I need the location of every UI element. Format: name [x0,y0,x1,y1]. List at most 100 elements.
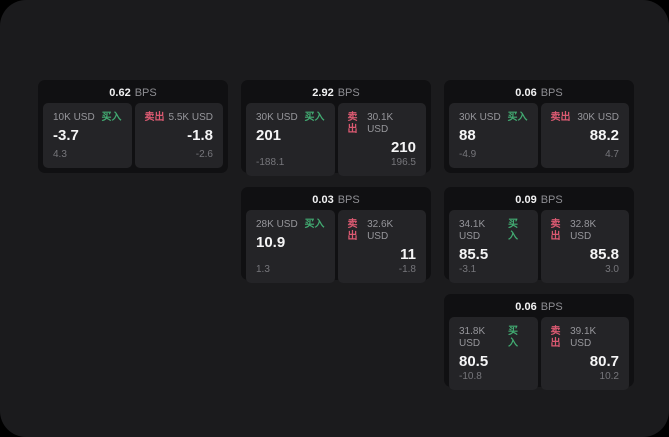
sell-quote-tile[interactable]: 卖出 39.1K USD 80.7 10.2 [540,317,629,390]
buy-delta-value: -188.1 [256,157,285,168]
sell-price-value: 11 [400,246,416,263]
buy-tile-top-row: 31.8K USD 买入 [459,326,528,350]
card-bps-header: 0.62 BPS [43,85,223,101]
bps-unit-label: BPS [134,87,157,99]
buy-delta-value: -10.8 [459,371,482,382]
sell-tile-top-row: 卖出 39.1K USD [551,326,620,350]
quote-panels: 10K USD 买入 -3.7 4.3 卖出 5.5K USD -1.8 -2.… [43,103,223,168]
buy-amount-label: 10K USD [53,112,95,123]
sell-quote-tile[interactable]: 卖出 32.8K USD 85.8 3.0 [540,210,629,283]
buy-price-value: 201 [256,127,282,144]
card-bps-header: 0.06 BPS [449,299,629,315]
bps-unit-label: BPS [337,87,360,99]
quote-panels: 31.8K USD 买入 80.5 -10.8 卖出 39.1K USD 80.… [449,317,629,390]
quote-card: 2.92 BPS 30K USD 买入 201 -188.1 卖出 30.1K … [241,80,431,176]
buy-price-value: 88 [459,127,476,144]
sell-tile-top-row: 卖出 30.1K USD [348,112,417,136]
buy-delta-value: 1.3 [256,264,270,275]
quote-panels: 30K USD 买入 88 -4.9 卖出 30K USD 88.2 4.7 [449,103,629,168]
quote-panels: 30K USD 买入 201 -188.1 卖出 30.1K USD 210 1… [246,103,426,176]
sell-price-value: 210 [390,139,416,156]
sell-price-value: -1.8 [187,127,213,144]
card-bps-header: 0.06 BPS [449,85,629,101]
quote-card-grid: 0.62 BPS 10K USD 买入 -3.7 4.3 卖出 5.5K USD… [38,80,634,390]
buy-side-label: 买入 [304,219,325,230]
bps-value: 0.06 [515,301,537,313]
buy-side-label: 买入 [507,326,518,349]
bps-value: 0.06 [515,87,537,99]
sell-price-value: 80.7 [589,353,619,370]
sell-amount-label: 30.1K USD [367,112,394,135]
buy-quote-tile[interactable]: 10K USD 买入 -3.7 4.3 [43,103,132,168]
sell-delta-value: 4.7 [605,149,619,160]
buy-quote-tile[interactable]: 30K USD 买入 88 -4.9 [449,103,538,168]
sell-delta-value: 196.5 [390,157,416,168]
sell-price-value: 85.8 [589,246,619,263]
sell-side-label: 卖出 [550,326,561,349]
sell-amount-label: 39.1K USD [570,326,597,349]
sell-quote-tile[interactable]: 卖出 30K USD 88.2 4.7 [540,103,629,168]
buy-quote-tile[interactable]: 34.1K USD 买入 85.5 -3.1 [449,210,538,283]
sell-quote-tile[interactable]: 卖出 30.1K USD 210 196.5 [337,103,426,176]
bps-value: 0.03 [312,194,334,206]
bps-value: 0.62 [109,87,131,99]
quote-panels: 34.1K USD 买入 85.5 -3.1 卖出 32.8K USD 85.8… [449,210,629,283]
buy-tile-top-row: 30K USD 买入 [256,112,325,124]
sell-amount-label: 32.6K USD [367,219,394,242]
quote-card: 0.03 BPS 28K USD 买入 10.9 1.3 卖出 32.6K US… [241,187,431,283]
buy-side-label: 买入 [507,219,518,242]
sell-side-label: 卖出 [550,112,571,123]
buy-side-label: 买入 [507,112,528,123]
bps-unit-label: BPS [540,301,563,313]
buy-delta-value: 4.3 [53,149,67,160]
buy-amount-label: 34.1K USD [459,219,486,242]
quote-panels: 28K USD 买入 10.9 1.3 卖出 32.6K USD 11 -1.8 [246,210,426,283]
bps-value: 2.92 [312,87,334,99]
card-bps-header: 0.09 BPS [449,192,629,208]
sell-side-label: 卖出 [144,112,165,123]
sell-quote-tile[interactable]: 卖出 5.5K USD -1.8 -2.6 [134,103,223,168]
card-bps-header: 0.03 BPS [246,192,426,208]
buy-tile-top-row: 30K USD 买入 [459,112,528,124]
sell-amount-label: 5.5K USD [168,112,213,123]
sell-quote-tile[interactable]: 卖出 32.6K USD 11 -1.8 [337,210,426,283]
bps-unit-label: BPS [540,87,563,99]
buy-delta-value: -4.9 [459,149,477,160]
buy-quote-tile[interactable]: 28K USD 买入 10.9 1.3 [246,210,335,283]
buy-amount-label: 28K USD [256,219,298,230]
sell-tile-top-row: 卖出 30K USD [551,112,620,124]
sell-side-label: 卖出 [347,112,358,135]
sell-tile-top-row: 卖出 32.8K USD [551,219,620,243]
buy-quote-tile[interactable]: 31.8K USD 买入 80.5 -10.8 [449,317,538,390]
sell-amount-label: 30K USD [577,112,619,123]
buy-tile-top-row: 10K USD 买入 [53,112,122,124]
quote-card: 0.06 BPS 31.8K USD 买入 80.5 -10.8 卖出 39.1… [444,294,634,390]
sell-price-value: 88.2 [589,127,619,144]
bps-unit-label: BPS [540,194,563,206]
sell-side-label: 卖出 [550,219,561,242]
buy-side-label: 买入 [101,112,122,123]
buy-price-value: 10.9 [256,234,286,251]
buy-amount-label: 30K USD [256,112,298,123]
buy-amount-label: 31.8K USD [459,326,486,349]
buy-delta-value: -3.1 [459,264,477,275]
bps-unit-label: BPS [337,194,360,206]
sell-side-label: 卖出 [347,219,358,242]
buy-price-value: -3.7 [53,127,79,144]
buy-price-value: 85.5 [459,246,489,263]
buy-quote-tile[interactable]: 30K USD 买入 201 -188.1 [246,103,335,176]
quote-card: 0.09 BPS 34.1K USD 买入 85.5 -3.1 卖出 32.8K… [444,187,634,283]
sell-tile-top-row: 卖出 5.5K USD [145,112,214,124]
sell-tile-top-row: 卖出 32.6K USD [348,219,417,243]
buy-tile-top-row: 28K USD 买入 [256,219,325,231]
sell-delta-value: 3.0 [605,264,619,275]
quote-card: 0.62 BPS 10K USD 买入 -3.7 4.3 卖出 5.5K USD… [38,80,228,173]
card-bps-header: 2.92 BPS [246,85,426,101]
buy-amount-label: 30K USD [459,112,501,123]
sell-delta-value: -2.6 [195,149,213,160]
bps-value: 0.09 [515,194,537,206]
sell-delta-value: -1.8 [398,264,416,275]
buy-side-label: 买入 [304,112,325,123]
sell-delta-value: 10.2 [599,371,619,382]
